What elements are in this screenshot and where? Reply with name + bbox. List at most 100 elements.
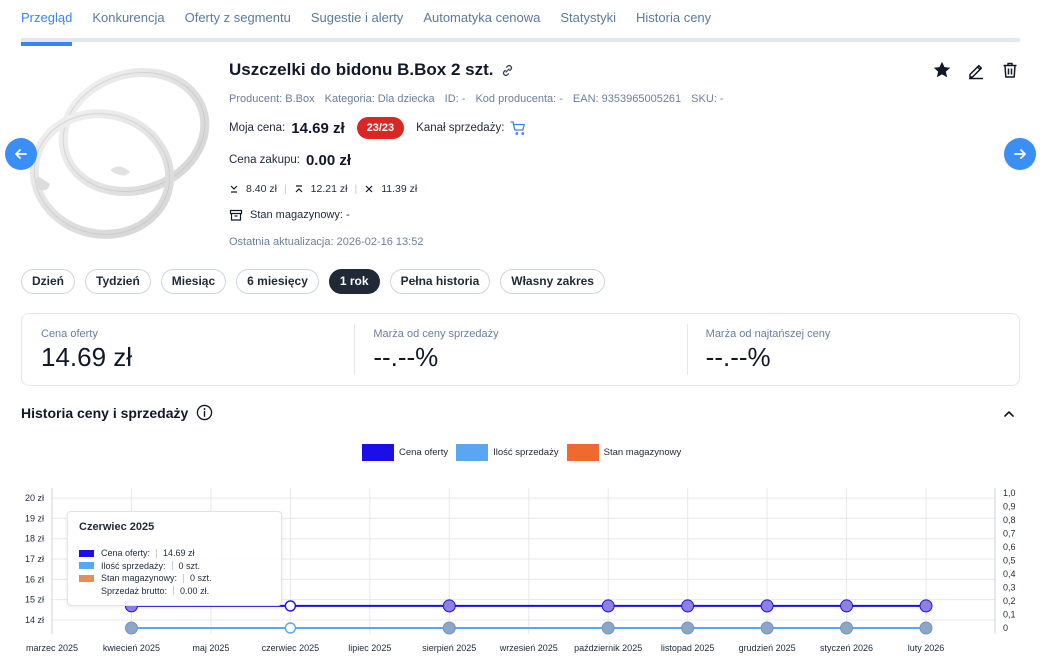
max-price-value: 12.21 zł (310, 183, 348, 195)
y-right-tick-label: 0,3 (1003, 583, 1016, 593)
period-button[interactable]: 6 miesięcy (236, 269, 319, 294)
x-tick-label: kwiecień 2025 (103, 643, 160, 653)
min-price-value: 8.40 zł (246, 183, 277, 195)
data-point (760, 621, 774, 635)
y-right-tick-label: 0,4 (1003, 569, 1016, 579)
legend-swatch (566, 444, 599, 461)
my-price-value: 14.69 zł (291, 119, 345, 137)
y-right-tick-label: 0,1 (1003, 610, 1016, 620)
kpi-value: 14.69 zł (41, 342, 133, 372)
product-id: ID: - (444, 93, 466, 105)
tooltip-value: 0 szt. (190, 573, 212, 584)
tab-7[interactable]: Historia ceny (636, 10, 712, 25)
chart-section-header: Historia ceny i sprzedaży (21, 404, 213, 421)
x-tick-label: grudzień 2025 (739, 643, 796, 653)
data-point (284, 600, 297, 612)
star-icon[interactable] (932, 60, 952, 80)
legend-item[interactable]: Ilość sprzedaży (456, 444, 559, 461)
channel-label: Kanał sprzedaży: (416, 122, 505, 134)
category: Kategoria: Dla dziecka (324, 93, 435, 105)
y-right-tick-label: 0,9 (1003, 502, 1016, 512)
x-tick-label: marzec 2025 (26, 643, 78, 653)
data-point (601, 599, 615, 613)
period-button[interactable]: 1 rok (328, 269, 380, 294)
tooltip-label: Stan magazynowy: (101, 573, 178, 584)
legend-item[interactable]: Cena oferty (362, 444, 448, 461)
cart-icon[interactable] (510, 120, 526, 136)
kpi-label: Marża od najtańszej ceny (705, 328, 831, 340)
product-title-row: Uszczelki do bidonu B.Box 2 szt. (229, 60, 515, 80)
y-tick-label: 19 zł (25, 513, 44, 523)
legend-item[interactable]: Stan magazynowy (566, 444, 682, 461)
product-actions (932, 60, 1020, 80)
period-button[interactable]: Tydzień (85, 269, 151, 294)
legend-swatch (362, 444, 394, 461)
tooltip-title: Czerwiec 2025 (79, 521, 155, 533)
tab-5[interactable]: Automatyka cenowa (423, 10, 541, 25)
sku: SKU: - (691, 93, 724, 105)
y-tick-label: 15 zł (25, 595, 44, 605)
tab-bar: Przegląd Konkurencja Oferty z segmentu Suge… (21, 0, 1020, 46)
y-tick-label: 16 zł (25, 574, 44, 584)
link-icon[interactable] (500, 63, 515, 78)
tooltip-separator (171, 561, 173, 571)
prev-product-button[interactable] (5, 138, 37, 170)
my-price-row: Moja cena: 14.69 zł 23/23 Kanał sprzedaż… (229, 116, 526, 140)
y-tick-label: 20 zł (25, 493, 44, 503)
period-button[interactable]: Dzień (21, 269, 76, 294)
next-product-button[interactable] (1004, 138, 1036, 170)
data-point (919, 599, 933, 613)
chevron-up-icon[interactable] (1001, 406, 1017, 422)
last-updated: Ostatnia aktualizacja: 2026-02-16 13:52 (229, 236, 424, 248)
rank-badge: 23/23 (356, 117, 405, 139)
data-point (284, 622, 297, 634)
period-button[interactable]: Miesiąc (160, 269, 227, 294)
avg-price-value: 11.39 zł (381, 183, 418, 195)
period-selector: Dzień Tydzień Miesiąc 6 miesięcy 1 rok Pełna … (21, 269, 605, 294)
y-right-tick-label: 0,6 (1003, 542, 1016, 552)
info-icon[interactable] (196, 404, 213, 421)
legend-label: Cena oferty (399, 447, 449, 458)
y-right-tick-label: 1,0 (1003, 488, 1016, 498)
producer-code: Kod producenta: - (475, 93, 563, 105)
data-point (681, 599, 695, 613)
period-button[interactable]: Własny zakres (500, 269, 605, 294)
legend-label: Ilość sprzedaży (493, 447, 559, 458)
archive-icon (229, 209, 243, 221)
data-point (442, 621, 456, 635)
tab-3[interactable]: Oferty z segmentu (184, 10, 291, 25)
chart-tooltip: Czerwiec 2025 Cena oferty: 14.69 zł Ilość … (67, 511, 282, 606)
avg-price-icon (365, 185, 373, 193)
y-tick-label: 14 zł (25, 615, 44, 625)
x-tick-label: luty 2026 (908, 643, 945, 653)
data-point (601, 621, 615, 635)
tooltip-row: Ilość sprzedaży: 0 szt. (79, 560, 270, 573)
legend-swatch (456, 444, 489, 461)
tooltip-swatch (79, 562, 94, 570)
tooltip-label: Cena oferty: (101, 548, 151, 559)
separator: | (283, 183, 287, 195)
period-button[interactable]: Pełna historia (389, 269, 491, 294)
ean: EAN: 9353965005261 (572, 93, 682, 105)
tooltip-label: Ilość sprzedaży: (101, 560, 166, 571)
kpi-label: Marża od ceny sprzedaży (373, 328, 499, 340)
tooltip-row: Sprzedaż brutto: 0.00 zł. (79, 585, 270, 598)
trash-icon[interactable] (1000, 60, 1020, 80)
tooltip-separator (156, 548, 158, 558)
tab-4[interactable]: Sugestie i alerty (310, 10, 404, 25)
price-range-row: 8.40 zł | 12.21 zł | 11.39 zł (229, 183, 417, 195)
edit-icon[interactable] (966, 60, 986, 80)
price-history-chart: 14 zł 15 zł 16 zł 17 zł 18 zł 19 zł 20 zł 0 0,1 0… (25, 488, 1016, 653)
y-right-tick-label: 0,8 (1003, 515, 1016, 525)
kpi-value: --.--% (373, 342, 439, 372)
x-tick-label: styczeń 2026 (820, 643, 873, 653)
section-title: Historia ceny i sprzedaży (21, 404, 189, 421)
x-tick-label: wrzesień 2025 (499, 643, 558, 653)
tab-1[interactable]: Przegląd (21, 0, 73, 46)
legend-label: Stan magazynowy (603, 447, 682, 458)
tab-6[interactable]: Statystyki (560, 10, 617, 25)
stock-value: Stan magazynowy: - (250, 209, 350, 221)
tooltip-swatch (79, 574, 94, 582)
data-point (681, 621, 695, 635)
tab-2[interactable]: Konkurencja (92, 10, 165, 25)
